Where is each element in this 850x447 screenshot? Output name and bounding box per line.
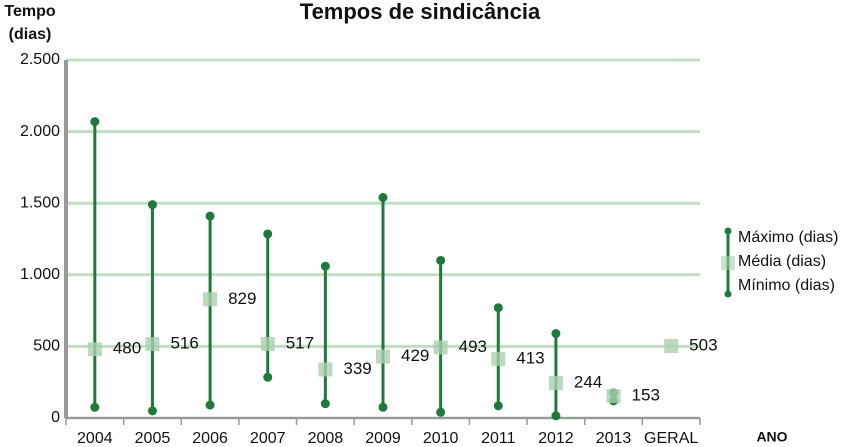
max-dot — [493, 303, 503, 313]
max-dot — [205, 211, 215, 221]
value-label: 829 — [228, 289, 256, 308]
mean-marker — [87, 342, 102, 357]
legend-label: Média (dias) — [738, 253, 826, 270]
y-tick-label: 1.500 — [20, 194, 60, 211]
x-tick-label: 2012 — [538, 430, 574, 447]
max-dot — [378, 192, 388, 202]
min-dot — [378, 402, 388, 412]
max-dot — [147, 200, 157, 210]
min-dot — [263, 372, 273, 382]
min-dot — [436, 407, 446, 417]
min-dot — [551, 411, 561, 421]
mean-marker — [145, 337, 160, 352]
x-tick-label: 2006 — [192, 430, 228, 447]
legend-marker — [721, 256, 735, 270]
mean-marker — [491, 351, 506, 366]
legend-dot — [724, 290, 732, 298]
mean-marker — [376, 349, 390, 364]
y-axis-title: Tempo — [4, 3, 55, 20]
value-label: 503 — [689, 335, 717, 354]
value-label: 413 — [516, 348, 544, 367]
mean-marker — [433, 340, 448, 355]
y-axis-title: (dias) — [9, 26, 52, 43]
max-dot — [320, 261, 330, 271]
min-dot — [205, 400, 215, 410]
mean-marker — [260, 336, 275, 351]
y-tick-label: 2.000 — [20, 123, 60, 140]
x-tick-label: 2007 — [250, 430, 286, 447]
y-tick-label: 2.500 — [20, 51, 60, 68]
value-label: 339 — [343, 359, 371, 378]
value-label: 429 — [401, 346, 429, 365]
x-tick-label: 2010 — [423, 430, 459, 447]
x-tick-label: 2008 — [308, 430, 344, 447]
x-tick-label: 2011 — [481, 430, 516, 447]
y-tick-label: 0 — [51, 409, 60, 426]
mean-marker — [664, 338, 679, 353]
mean-marker — [318, 362, 333, 377]
min-dot — [90, 402, 100, 412]
y-tick-label: 1.000 — [20, 266, 60, 283]
value-label: 153 — [632, 386, 660, 405]
value-label: 517 — [286, 333, 314, 352]
mean-marker — [548, 376, 563, 391]
min-dot — [147, 406, 157, 416]
min-dot — [320, 399, 330, 409]
x-tick-label: 2004 — [77, 430, 113, 447]
legend-label: Mínimo (dias) — [738, 277, 835, 294]
legend-label: Máximo (dias) — [738, 229, 838, 246]
x-tick-label: 2013 — [596, 430, 632, 447]
x-tick-label: 2005 — [135, 430, 171, 447]
value-label: 516 — [170, 334, 198, 353]
mean-marker — [606, 389, 621, 404]
max-dot — [90, 117, 100, 127]
chart-title: Tempos de sindicância — [300, 0, 541, 24]
mean-marker — [203, 292, 218, 307]
value-label: 480 — [113, 339, 141, 358]
x-tick-label: GERAL — [644, 430, 698, 447]
min-dot — [493, 401, 503, 411]
value-label: 493 — [459, 337, 487, 356]
value-label: 244 — [574, 373, 602, 392]
x-tick-label: 2009 — [365, 430, 401, 447]
x-axis-title: ANO — [756, 429, 787, 445]
max-dot — [551, 329, 561, 339]
max-dot — [263, 229, 273, 239]
max-dot — [436, 255, 446, 265]
y-tick-label: 500 — [33, 338, 60, 355]
legend-dot — [724, 227, 732, 235]
